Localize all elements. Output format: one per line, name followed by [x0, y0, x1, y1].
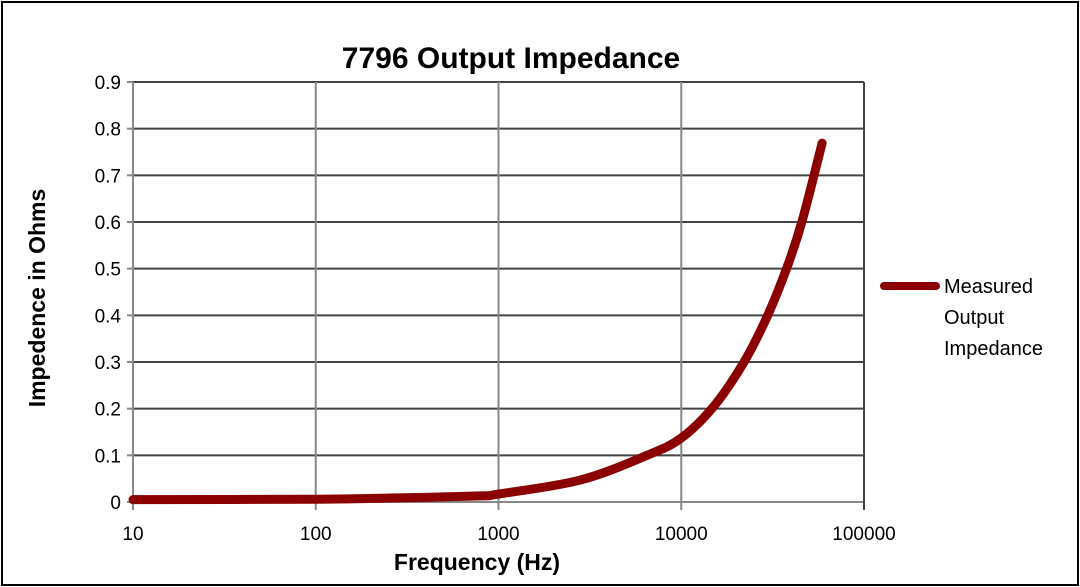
y-tick-label: 0.5: [95, 260, 121, 281]
y-tick-label: 0.9: [95, 73, 121, 94]
grid: [132, 81, 865, 510]
series: [128, 138, 827, 505]
legend-label-line-2: Output: [944, 307, 1004, 329]
y-tick-label: 0.2: [95, 400, 121, 421]
y-tick-label: 0.1: [95, 446, 121, 467]
x-axis-label: Frequency (Hz): [394, 549, 560, 575]
y-tick-label: 0.4: [95, 306, 122, 327]
y-tick-label: 0.8: [95, 120, 121, 141]
x-tick-label: 1000: [477, 524, 519, 545]
series-line-measured-output-impedance: [128, 138, 827, 505]
chart-title: 7796 Output Impedance: [342, 42, 680, 75]
y-tick-label: 0.7: [95, 166, 121, 187]
y-axis-label: Impedence in Ohms: [24, 189, 50, 408]
x-tick-label: 100000: [832, 524, 895, 545]
y-tick-label: 0.6: [95, 213, 121, 234]
y-axis: 0 0.1 0.2 0.3 0.4 0.5 0.6 0.7 0.8 0.9: [95, 73, 133, 514]
legend-label-line-1: Measured: [944, 276, 1033, 298]
x-tick-label: 10: [122, 524, 143, 545]
y-tick-label: 0.3: [95, 353, 121, 374]
legend-label-line-3: Impedance: [944, 338, 1043, 360]
x-tick-label: 100: [300, 524, 332, 545]
y-tick-label: 0: [110, 493, 121, 514]
x-axis: 10 100 1000 10000 100000: [122, 524, 895, 545]
x-tick-label: 10000: [655, 524, 708, 545]
legend: Measured Output Impedance: [880, 276, 1043, 360]
